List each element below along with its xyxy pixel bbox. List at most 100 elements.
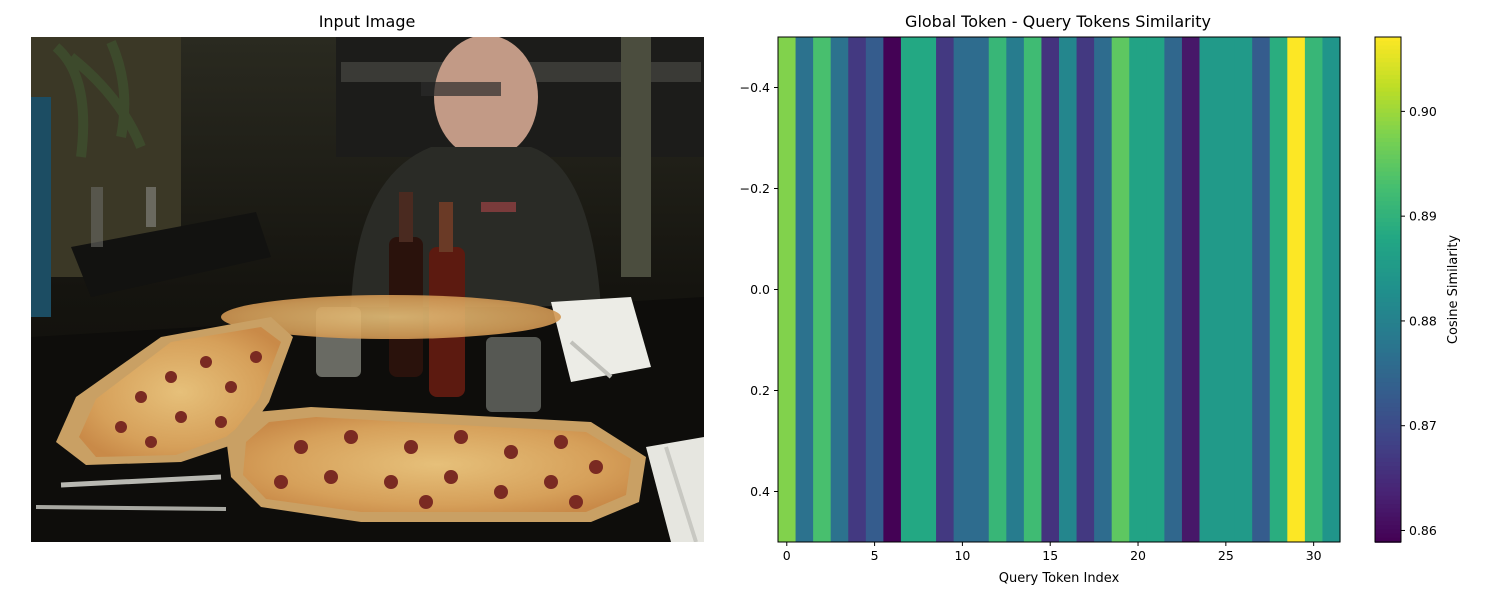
pizza-restaurant-photo-icon — [31, 37, 704, 542]
colorbar-strip — [1375, 196, 1401, 202]
colorbar-strip — [1375, 407, 1401, 413]
colorbar-strip — [1375, 247, 1401, 253]
heatmap-cell — [1059, 37, 1078, 542]
colorbar-strip — [1375, 112, 1401, 118]
colorbar-strip — [1375, 487, 1401, 493]
colorbar-strip — [1375, 167, 1401, 173]
colorbar-strip — [1375, 344, 1401, 350]
colorbar-strip — [1375, 474, 1401, 480]
x-tick: 15 — [1042, 542, 1058, 563]
colorbar-strip — [1375, 264, 1401, 270]
colorbar-strip — [1375, 95, 1401, 101]
colorbar-strip — [1375, 268, 1401, 274]
colorbar-strip — [1375, 293, 1401, 299]
chart-title: Global Token - Query Tokens Similarity — [905, 12, 1211, 31]
heatmap-cell — [1041, 37, 1060, 542]
colorbar-strip — [1375, 260, 1401, 266]
colorbar-strip — [1375, 41, 1401, 47]
colorbar-strip — [1375, 180, 1401, 186]
y-tick: −0.2 — [740, 181, 778, 196]
heatmap-cell — [830, 37, 849, 542]
colorbar-tick: 0.87 — [1401, 418, 1437, 433]
colorbar-strip — [1375, 373, 1401, 379]
colorbar-strip — [1375, 129, 1401, 135]
x-tick: 30 — [1306, 542, 1322, 563]
colorbar-strip — [1375, 466, 1401, 472]
colorbar-strip — [1375, 226, 1401, 232]
heatmap-cell — [1076, 37, 1095, 542]
y-tick-label: −0.2 — [740, 181, 770, 196]
colorbar-ticks: 0.86 0.87 0.88 0.89 0.90 — [1401, 104, 1437, 538]
colorbar-strip — [1375, 314, 1401, 320]
colorbar-tick: 0.88 — [1401, 313, 1437, 328]
colorbar-strip — [1375, 66, 1401, 72]
colorbar-strip — [1375, 457, 1401, 463]
colorbar-strip — [1375, 91, 1401, 97]
colorbar-strip — [1375, 272, 1401, 278]
colorbar-strip — [1375, 163, 1401, 169]
colorbar-strip — [1375, 453, 1401, 459]
colorbar-tick-label: 0.89 — [1409, 209, 1437, 224]
heatmap-cell — [1146, 37, 1165, 542]
colorbar-strip — [1375, 150, 1401, 156]
colorbar-label: Cosine Similarity — [1446, 235, 1461, 345]
colorbar-strip — [1375, 504, 1401, 510]
colorbar-strip — [1375, 365, 1401, 371]
colorbar-strip — [1375, 74, 1401, 80]
colorbar-strip — [1375, 428, 1401, 434]
colorbar-strip — [1375, 520, 1401, 526]
colorbar-strip — [1375, 58, 1401, 64]
heatmap-cell — [1094, 37, 1113, 542]
colorbar-strip — [1375, 142, 1401, 148]
colorbar-strip — [1375, 533, 1401, 539]
colorbar-strip — [1375, 415, 1401, 421]
colorbar-strip — [1375, 394, 1401, 400]
heatmap-cell — [953, 37, 972, 542]
colorbar-strip — [1375, 491, 1401, 497]
heatmap-cell — [778, 37, 797, 542]
colorbar-strip — [1375, 104, 1401, 110]
colorbar-strip — [1375, 302, 1401, 308]
colorbar-strip — [1375, 184, 1401, 190]
colorbar-strip — [1375, 49, 1401, 55]
y-tick-label: 0.4 — [750, 484, 770, 499]
colorbar-strip — [1375, 462, 1401, 468]
y-tick-label: 0.2 — [750, 383, 770, 398]
colorbar-strip — [1375, 159, 1401, 165]
colorbar-strip — [1375, 217, 1401, 223]
colorbar-strip — [1375, 83, 1401, 89]
colorbar-tick-label: 0.90 — [1409, 104, 1437, 119]
colorbar-strip — [1375, 441, 1401, 447]
colorbar-strip — [1375, 525, 1401, 531]
colorbar-strip — [1375, 335, 1401, 341]
colorbar-strip — [1375, 424, 1401, 430]
colorbar-strip — [1375, 478, 1401, 484]
heatmap-cell — [971, 37, 990, 542]
colorbar-strip — [1375, 175, 1401, 181]
colorbar-frame — [1374, 36, 1402, 543]
x-tick-label: 15 — [1042, 548, 1058, 563]
colorbar-strip — [1375, 133, 1401, 139]
x-axis-label: Query Token Index — [999, 571, 1120, 586]
colorbar-strip — [1375, 432, 1401, 438]
colorbar-tick-label: 0.88 — [1409, 313, 1437, 328]
x-tick-label: 20 — [1130, 548, 1146, 563]
colorbar-strip — [1375, 213, 1401, 219]
colorbar-strip — [1375, 192, 1401, 198]
colorbar-strip — [1375, 470, 1401, 476]
colorbar-strip — [1375, 188, 1401, 194]
colorbar-strip — [1375, 369, 1401, 375]
x-tick: 20 — [1130, 542, 1146, 563]
heatmap-cell — [1164, 37, 1183, 542]
colorbar-strip — [1375, 318, 1401, 324]
colorbar-strip — [1375, 87, 1401, 93]
x-tick-label: 5 — [871, 548, 879, 563]
colorbar-strip — [1375, 411, 1401, 417]
input-image — [31, 37, 704, 542]
colorbar-strip — [1375, 449, 1401, 455]
heatmap-cell — [1252, 37, 1271, 542]
colorbar-strip — [1375, 70, 1401, 76]
input-image-title: Input Image — [318, 12, 416, 31]
colorbar-strip — [1375, 403, 1401, 409]
colorbar-strip — [1375, 230, 1401, 236]
